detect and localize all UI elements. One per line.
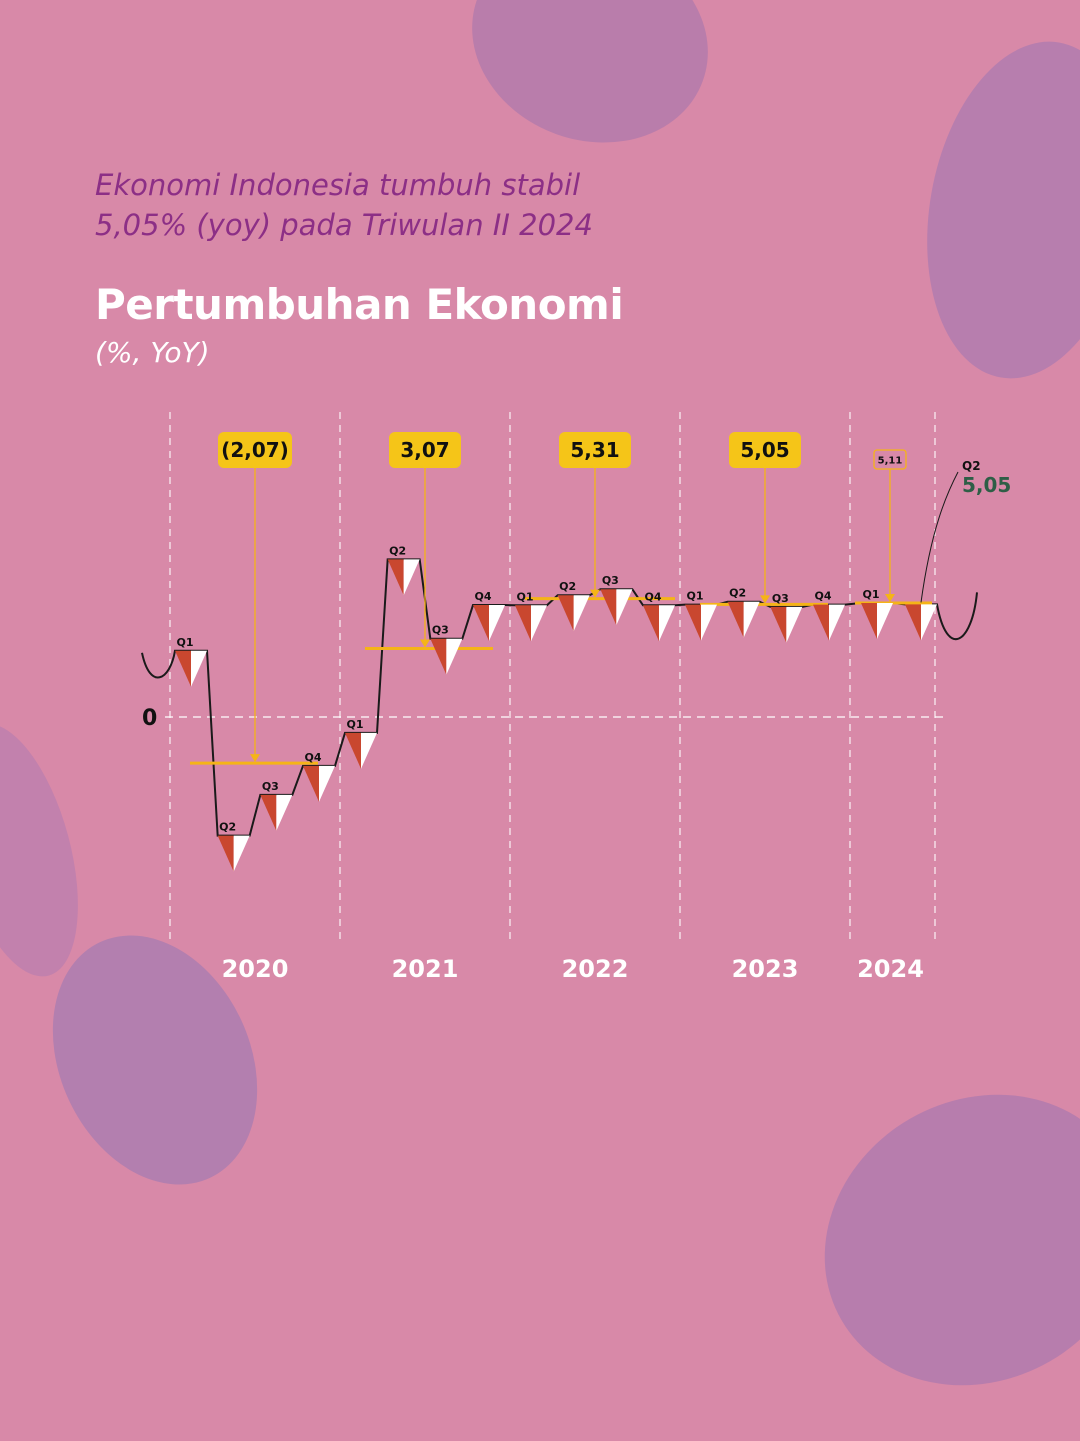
quarter-triangle-white xyxy=(786,606,803,643)
quarter-triangle-red xyxy=(473,605,489,642)
annual-label: 5,05 xyxy=(740,438,789,462)
quarter-triangle-red xyxy=(515,605,531,642)
latest-quarter-label: Q2 xyxy=(962,459,981,473)
subtitle-line-1: Ekonomi Indonesia tumbuh stabil xyxy=(95,168,581,202)
quarter-triangle-red xyxy=(813,604,829,641)
quarter-triangle-white xyxy=(877,603,893,640)
year-label: 2021 xyxy=(392,955,459,983)
quarter-triangle-red xyxy=(905,604,921,641)
quarter-triangle-red xyxy=(345,732,361,769)
quarter-triangle-red xyxy=(600,589,617,626)
growth-line xyxy=(141,558,978,837)
quarter-label: Q1 xyxy=(862,588,879,601)
annual-label: 5,31 xyxy=(570,438,619,462)
quarter-triangle-white xyxy=(276,794,293,831)
quarter-label: Q3 xyxy=(432,624,449,637)
quarter-label: Q1 xyxy=(516,590,533,603)
quarter-triangle-white xyxy=(616,589,633,626)
quarter-label: Q3 xyxy=(772,592,789,605)
year-label: 2022 xyxy=(562,955,629,983)
year-label: 2020 xyxy=(222,955,289,983)
quarter-triangle-red xyxy=(430,638,447,675)
year-label: 2024 xyxy=(857,955,924,983)
quarter-triangle-red xyxy=(557,595,574,632)
quarter-triangle-white xyxy=(659,605,675,642)
quarter-label: Q4 xyxy=(304,751,321,764)
quarter-triangle-white xyxy=(573,595,590,632)
annual-label: 5,11 xyxy=(878,456,903,467)
quarter-triangle-white xyxy=(743,601,760,638)
quarter-triangle-white xyxy=(701,604,717,641)
quarter-label: Q2 xyxy=(389,544,406,557)
chart-unit: (%, YoY) xyxy=(95,336,210,369)
quarter-triangle-white xyxy=(319,765,335,802)
quarter-label: Q3 xyxy=(262,780,279,793)
quarter-triangle-red xyxy=(685,604,701,641)
annual-label-box xyxy=(729,432,801,468)
chart-title: Pertumbuhan Ekonomi xyxy=(95,280,624,329)
quarter-triangle-white xyxy=(829,604,845,641)
chart-subtitle: Ekonomi Indonesia tumbuh stabil 5,05% (y… xyxy=(95,165,795,245)
annual-arrowhead xyxy=(590,589,600,598)
zero-label: 0 xyxy=(142,706,157,731)
subtitle-line-2: 5,05% (yoy) pada Triwulan II 2024 xyxy=(95,208,593,242)
annual-arrowhead xyxy=(760,595,770,604)
quarter-triangle-red xyxy=(217,835,234,872)
quarter-label: Q2 xyxy=(729,587,746,600)
year-label: 2023 xyxy=(732,955,799,983)
quarter-triangle-red xyxy=(643,605,659,642)
quarter-label: Q4 xyxy=(814,590,831,603)
quarter-triangle-white xyxy=(403,559,420,596)
annual-label: 3,07 xyxy=(400,438,449,462)
quarter-triangle-red xyxy=(770,606,787,643)
quarter-triangle-red xyxy=(260,794,277,831)
quarter-triangle-red xyxy=(387,559,404,596)
quarter-triangle-white xyxy=(233,835,250,872)
quarter-triangle-red xyxy=(175,650,191,687)
quarter-triangle-white xyxy=(446,638,463,675)
quarter-label: Q2 xyxy=(559,580,576,593)
quarter-label: Q1 xyxy=(686,590,703,603)
quarter-label: Q1 xyxy=(176,636,193,649)
quarter-label: Q4 xyxy=(474,590,491,603)
quarter-triangle-red xyxy=(861,603,877,640)
annual-label-box xyxy=(559,432,631,468)
annual-label-box xyxy=(873,449,907,470)
annual-arrowhead xyxy=(885,594,895,603)
quarter-triangle-white xyxy=(191,650,207,687)
annual-label-box xyxy=(389,432,461,468)
annual-label: (2,07) xyxy=(221,438,289,462)
quarter-triangle-red xyxy=(303,765,319,802)
quarter-label: Q2 xyxy=(219,821,236,834)
quarter-triangle-white xyxy=(489,605,505,642)
latest-value-label: 5,05 xyxy=(962,473,1011,497)
annual-arrowhead xyxy=(420,639,430,648)
quarter-triangle-red xyxy=(727,601,744,638)
quarter-triangle-white xyxy=(361,732,377,769)
annual-label-box xyxy=(218,432,292,468)
latest-pointer-line xyxy=(920,471,959,603)
quarter-triangle-white xyxy=(921,604,937,641)
quarter-triangle-white xyxy=(531,605,547,642)
growth-chart: 0 2020 2021 2022 2023 2024 (2,07) 3,07 5,31 5,05 5… xyxy=(141,412,1011,983)
quarter-label: Q3 xyxy=(602,574,619,587)
quarter-label: Q1 xyxy=(346,718,363,731)
annual-arrowhead xyxy=(250,754,260,763)
quarter-label: Q4 xyxy=(644,590,661,603)
